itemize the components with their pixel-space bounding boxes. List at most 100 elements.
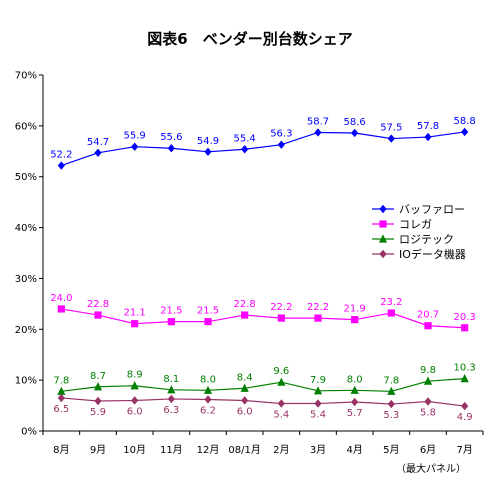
data-point: [131, 320, 139, 328]
y-tick-label: 50%: [15, 172, 37, 183]
y-tick-label: 0%: [21, 427, 37, 438]
axis-note: （最大パネル）: [396, 462, 466, 475]
data-point: [57, 161, 65, 170]
data-label: 5.8: [420, 408, 436, 419]
data-point: [314, 399, 322, 408]
data-point: [204, 318, 212, 326]
x-tick-label: 10月: [123, 444, 146, 456]
data-label: 56.3: [270, 129, 292, 140]
x-tick-label: 11月: [160, 444, 183, 456]
x-tick-label: 9月: [90, 444, 106, 456]
y-tick-label: 10%: [15, 376, 37, 387]
data-point: [167, 318, 175, 326]
data-point: [93, 382, 103, 391]
data-point: [424, 397, 432, 406]
legend-marker: [379, 220, 387, 228]
data-label: 8.1: [163, 374, 179, 385]
data-point: [351, 397, 359, 407]
data-point: [424, 322, 432, 330]
series-line-1: [61, 131, 465, 167]
data-label: 55.4: [234, 133, 256, 144]
data-label: 8.9: [127, 370, 143, 381]
y-tick-label: 20%: [15, 325, 37, 336]
data-label: 6.5: [53, 404, 69, 415]
data-label: 24.0: [50, 293, 72, 304]
data-label: 21.1: [124, 308, 146, 319]
data-point: [460, 374, 469, 383]
data-label: 22.2: [270, 302, 292, 313]
legend-label: コレガ: [399, 218, 432, 231]
series-line-3: [61, 378, 465, 392]
legend-label: IOデータ機器: [399, 247, 466, 261]
data-point: [314, 128, 322, 137]
data-label: 5.9: [90, 407, 106, 418]
data-label: 58.7: [307, 116, 329, 127]
data-label: 57.8: [417, 121, 439, 132]
data-label: 8.0: [347, 374, 363, 385]
data-label: 7.8: [383, 375, 399, 386]
data-label: 54.7: [87, 137, 109, 148]
data-point: [461, 401, 469, 411]
data-point: [240, 383, 249, 392]
data-label: 5.4: [310, 410, 326, 421]
data-point: [94, 396, 102, 406]
data-point: [203, 385, 213, 394]
data-point: [204, 395, 212, 404]
data-point: [167, 144, 175, 153]
data-label: 21.5: [197, 306, 219, 317]
data-label: 7.8: [53, 375, 69, 386]
data-point: [387, 399, 395, 409]
data-label: 58.6: [344, 117, 366, 128]
data-label: 58.8: [454, 116, 476, 127]
x-tick-label: 4月: [346, 444, 362, 456]
data-label: 5.7: [347, 408, 363, 419]
data-label: 21.5: [160, 306, 182, 317]
data-point: [387, 309, 395, 317]
data-label: 9.8: [420, 365, 436, 376]
data-label: 22.8: [234, 299, 256, 310]
series-line-4: [61, 397, 465, 407]
data-label: 8.7: [90, 371, 106, 382]
data-point: [313, 386, 323, 395]
data-label: 55.9: [124, 131, 146, 142]
data-point: [241, 311, 249, 319]
legend-marker: [378, 234, 388, 243]
data-label: 20.7: [417, 310, 439, 321]
data-point: [461, 127, 469, 137]
y-tick-label: 70%: [15, 71, 37, 82]
data-point: [277, 314, 285, 322]
data-label: 6.0: [237, 406, 253, 417]
data-label: 5.3: [383, 410, 399, 421]
plot-area: 0% 10% 20% 30% 40% 50% 60% 70% 8月 9月 10月 11月 12月 08/1…: [15, 71, 484, 456]
data-point: [351, 128, 359, 138]
data-label: 57.5: [380, 123, 402, 134]
chart-title: 図表6 ベンダー別台数シェア: [147, 30, 352, 48]
data-point: [131, 142, 139, 151]
data-point: [94, 311, 102, 319]
data-label: 20.3: [454, 312, 476, 323]
legend-label: バッファロー: [399, 203, 465, 216]
data-label: 7.9: [310, 375, 326, 386]
data-point: [57, 386, 66, 395]
data-point: [94, 148, 102, 158]
data-label: 21.9: [344, 304, 366, 315]
data-label: 8.0: [200, 374, 216, 385]
legend-label: ロジテック: [399, 233, 454, 246]
data-point: [277, 140, 285, 149]
data-label: 9.6: [273, 366, 289, 377]
data-point: [204, 147, 212, 156]
data-point: [387, 386, 396, 395]
data-point: [314, 314, 322, 322]
legend-marker: [379, 249, 387, 259]
data-label: 54.9: [197, 136, 219, 147]
data-point: [167, 385, 176, 394]
legend-marker: [379, 204, 387, 214]
data-label: 55.6: [160, 132, 182, 143]
data-label: 22.8: [87, 299, 109, 310]
data-label: 23.2: [380, 297, 402, 308]
data-point: [350, 385, 359, 394]
data-point: [131, 396, 139, 405]
